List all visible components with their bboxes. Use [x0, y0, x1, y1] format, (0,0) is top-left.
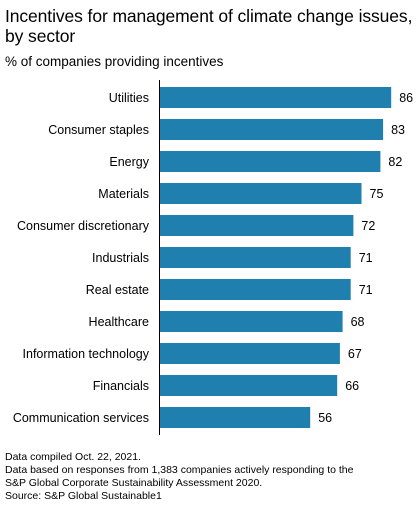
category-label-information-technology: Information technology: [23, 347, 150, 361]
note-source: Source: S&P Global Sustainable1: [5, 490, 162, 502]
value-label-healthcare: 68: [351, 315, 365, 329]
note-basis-line-1: Data based on responses from 1,383 compa…: [5, 464, 354, 476]
value-label-financials: 66: [345, 379, 359, 393]
value-label-consumer-discretionary: 72: [361, 219, 375, 233]
value-label-materials: 75: [370, 187, 384, 201]
bar-chart: Utilities 86 Consumer staples 83 Energy 82 Mat…: [13, 80, 413, 435]
category-label-financials: Financials: [93, 379, 149, 393]
bar-real-estate: [159, 279, 351, 300]
bar-consumer-staples: [159, 119, 384, 140]
category-label-materials: Materials: [98, 187, 149, 201]
value-label-information-technology: 67: [348, 347, 362, 361]
category-label-communication-services: Communication services: [13, 411, 149, 425]
chart-title: Incentives for management of climate cha…: [5, 6, 413, 46]
note-date: Data compiled Oct. 22, 2021.: [5, 451, 141, 463]
category-label-industrials: Industrials: [92, 251, 149, 265]
bar-healthcare: [159, 311, 343, 332]
category-label-healthcare: Healthcare: [89, 315, 149, 329]
bar-utilities: [159, 87, 392, 108]
bar-materials: [159, 183, 362, 204]
value-label-industrials: 71: [359, 251, 373, 265]
chart-subtitle: % of companies providing incentives: [5, 54, 224, 69]
bar-energy: [159, 151, 381, 172]
bar-communication-services: [159, 407, 311, 428]
category-label-real-estate: Real estate: [86, 283, 149, 297]
bar-industrials: [159, 247, 351, 268]
bar-consumer-discretionary: [159, 215, 354, 236]
value-label-communication-services: 56: [318, 411, 332, 425]
value-label-energy: 82: [388, 155, 402, 169]
bar-information-technology: [159, 343, 340, 364]
value-label-real-estate: 71: [359, 283, 373, 297]
category-label-utilities: Utilities: [109, 91, 149, 105]
note-basis-line-2: S&P Global Corporate Sustainability Asse…: [5, 477, 263, 489]
category-label-energy: Energy: [109, 155, 149, 169]
bar-financials: [159, 375, 338, 396]
value-label-utilities: 86: [399, 91, 413, 105]
category-label-consumer-discretionary: Consumer discretionary: [17, 219, 150, 233]
category-label-consumer-staples: Consumer staples: [48, 123, 149, 137]
chart-notes: Data compiled Oct. 22, 2021. Data based …: [5, 451, 417, 503]
value-label-consumer-staples: 83: [391, 123, 405, 137]
